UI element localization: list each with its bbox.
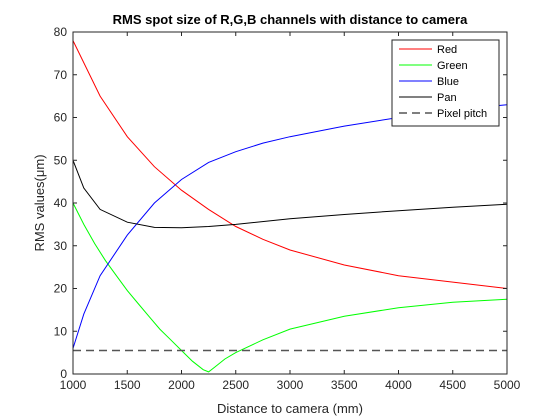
y-tick-label: 50 — [54, 153, 68, 167]
y-tick-label: 70 — [54, 68, 68, 82]
legend: Red Green Blue Pan Pixel pitch — [391, 39, 500, 127]
legend-box — [391, 39, 500, 127]
y-tick-label: 80 — [54, 25, 68, 39]
y-tick-label: 60 — [54, 111, 68, 125]
legend-label-pixel-pitch: Pixel pitch — [437, 108, 487, 120]
y-tick-label: 0 — [60, 367, 67, 381]
legend-label-green: Green — [437, 60, 468, 72]
series-line-red — [72, 40, 508, 289]
legend-label-blue: Blue — [437, 76, 459, 88]
legend-label-pan: Pan — [437, 92, 457, 104]
x-tick-label: 2500 — [222, 378, 249, 392]
y-tick-label: 10 — [54, 324, 68, 338]
x-tick-label: 5000 — [494, 378, 521, 392]
tick-layer: 1000 1500 2000 2500 3000 3500 4000 4500 5000 0 10 2… — [54, 25, 521, 392]
y-tick-label: 40 — [54, 196, 68, 210]
chart-title: RMS spot size of R,G,B channels with dis… — [113, 12, 468, 27]
y-tick-label: 20 — [54, 282, 68, 296]
y-axis-title: RMS values(μm) — [32, 154, 47, 251]
x-tick-label: 4500 — [439, 378, 466, 392]
series-line-blue — [72, 104, 508, 349]
series-layer — [72, 40, 508, 373]
x-tick-label: 2000 — [168, 378, 195, 392]
x-tick-label: 1500 — [114, 378, 141, 392]
x-axis-title: Distance to camera (mm) — [217, 401, 363, 416]
x-tick-label: 3500 — [331, 378, 358, 392]
x-tick-label: 1000 — [60, 378, 87, 392]
x-tick-label: 4000 — [385, 378, 412, 392]
y-tick-label: 30 — [54, 239, 68, 253]
x-tick-label: 3000 — [277, 378, 304, 392]
legend-label-red: Red — [437, 44, 457, 56]
series-line-pan — [72, 160, 508, 229]
series-line-green — [72, 202, 508, 373]
